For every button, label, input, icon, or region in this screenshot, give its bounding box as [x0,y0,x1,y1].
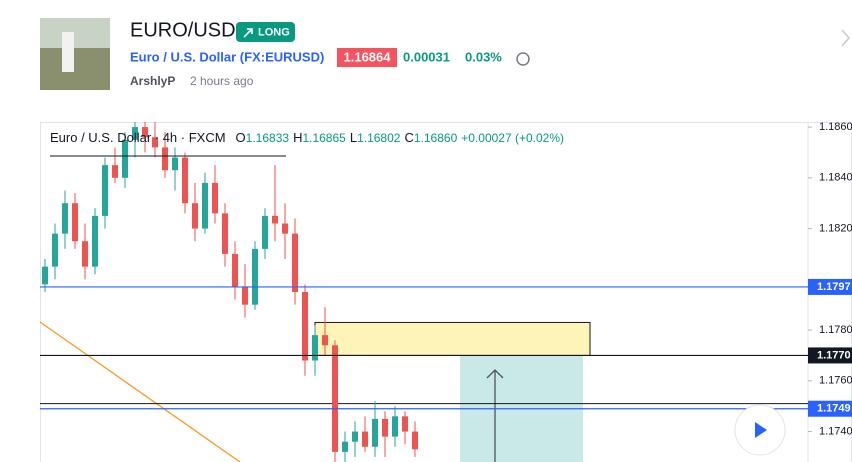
legend-value: 1.16802 [357,131,401,145]
level-label: 1.1797 [817,281,851,293]
level-label: 1.1749 [817,403,851,415]
target-box [460,354,583,462]
zone [314,321,591,356]
candle-body [352,431,358,442]
candle-body [82,241,88,267]
author[interactable]: ArshlyP [130,74,175,88]
next-arrow[interactable] [841,29,850,47]
badge-icon [243,28,253,38]
candle-body [332,345,338,452]
change: 0.00031 [403,49,450,64]
legend-key: H [293,130,302,145]
legend-value: 1.16860 [414,131,458,145]
candle-body [342,441,348,452]
candle-body [102,165,108,216]
candle-body [122,139,128,178]
candle-body [372,418,378,447]
candle-body [182,157,188,204]
chart-frame [40,122,852,462]
avatar-figure [62,32,74,72]
candle-body [322,335,328,346]
candle-body [242,286,248,305]
price-box [337,48,397,67]
avatar-sky [40,18,110,48]
candle-body [252,248,258,305]
symbol-link[interactable]: Euro / U.S. Dollar (FX:EURUSD) [130,49,324,64]
candle-body [62,203,68,234]
legend-value: 1.16865 [302,131,346,145]
trend-line [40,321,241,462]
candle-body [42,266,48,285]
candle-body [232,253,238,287]
candle-body [282,223,288,234]
y-tick-label: 1.1860 [819,121,852,133]
legend-symbol: Euro / U.S. Dollar · 4h · FXCM [50,130,226,145]
long-badge [236,22,295,42]
candle-body [72,203,78,242]
candle-body [292,233,298,292]
candle-body [142,127,148,138]
legend-value: 1.16833 [246,131,290,145]
chart-legend: Euro / U.S. Dollar · 4h · FXCM O1.16833 H1… [50,130,564,145]
candle-body [192,203,198,229]
candle-body [392,416,398,437]
candle-body [302,292,308,361]
legend-key: O [236,130,246,145]
legend-key: L [350,130,357,145]
target-arrow [486,369,504,462]
candle-body [152,137,158,148]
price: 1.16864 [344,49,392,64]
candle-body [402,416,408,432]
candle-body [112,165,118,178]
y-tick-label: 1.1820 [819,222,852,234]
level-tag [808,347,852,364]
change-pct: 0.03% [465,49,502,64]
y-tick-label: 1.1740 [819,425,852,437]
idea-title: EURO/USD [130,19,236,41]
plot [40,122,808,462]
candle-body [312,335,318,361]
candle-body [362,431,368,447]
candle-body [132,127,138,140]
candle-body [52,233,58,267]
candle-body [172,157,178,171]
candle-body [272,215,278,224]
badge-text: LONG [258,26,290,38]
candle-body [212,182,218,214]
legend-change: +0.00027 (+0.02%) [461,131,564,145]
candle-body [162,147,168,171]
y-tick-label: 1.1780 [819,324,852,336]
play-icon [755,422,767,438]
legend-key: C [404,130,413,145]
candle-body [262,215,268,249]
overlay: 1.1797 1.1770 1.1749 [40,278,852,417]
level-tag [808,400,852,417]
time: 2 hours ago [190,74,254,88]
y-tick-label: 1.1760 [819,375,852,387]
alarm-icon[interactable] [516,52,530,66]
y-tick-label: 1.1840 [819,172,852,184]
level-label: 1.1770 [817,349,851,361]
candle-body [412,431,418,450]
candle-body [382,418,388,437]
candle-body [202,182,208,229]
level-tag [808,278,852,295]
candle-body [92,215,98,267]
candle-body [222,213,228,254]
